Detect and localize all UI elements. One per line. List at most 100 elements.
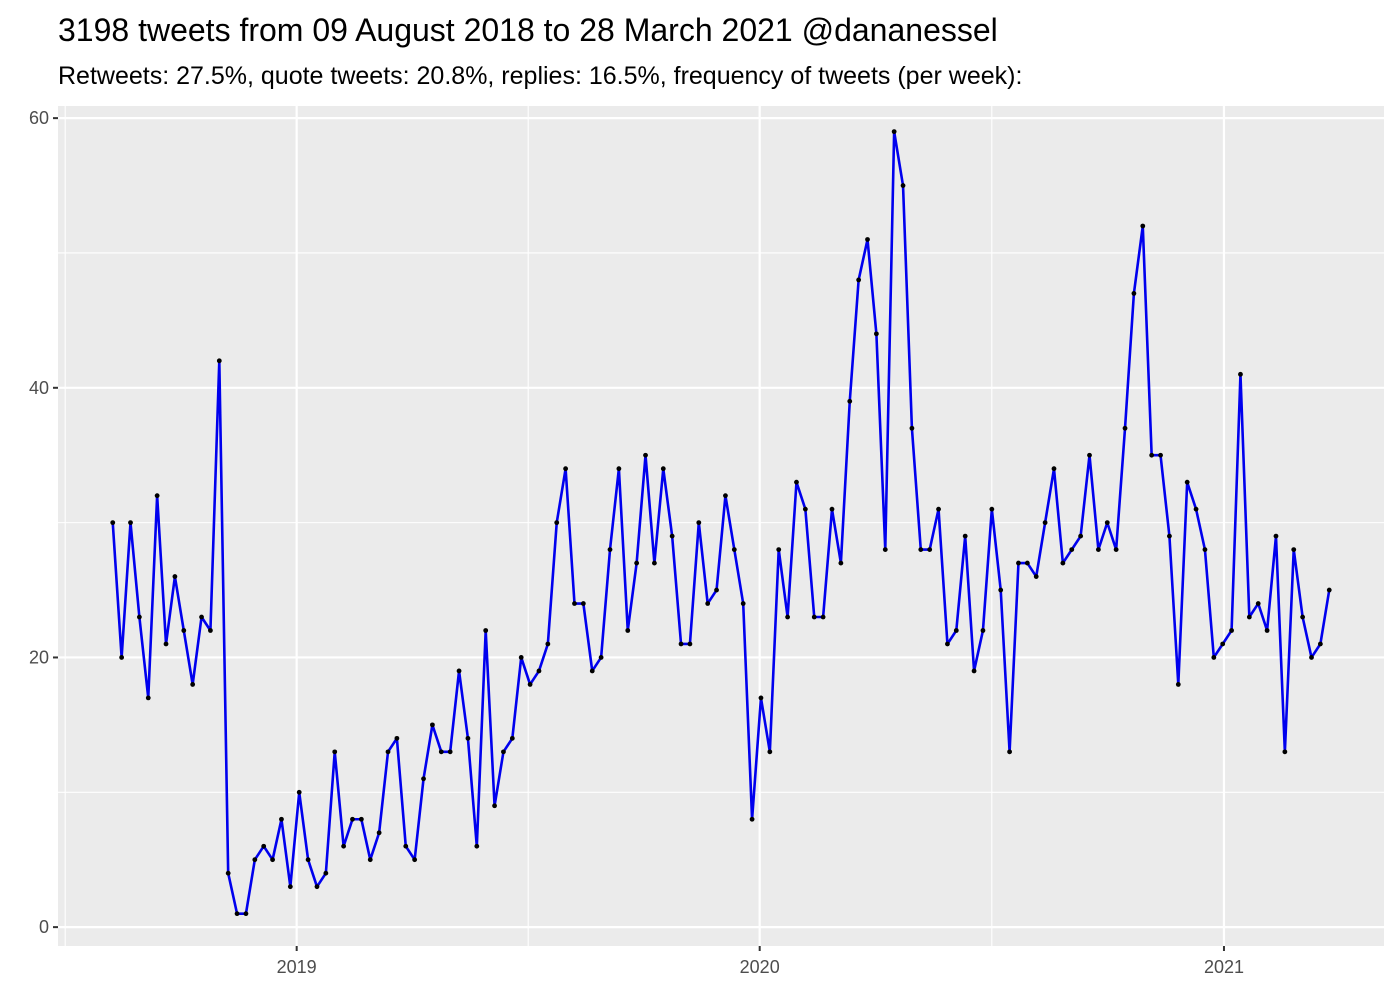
data-point: [110, 520, 116, 526]
y-axis: 0 20 40 60: [29, 108, 58, 937]
data-point: [811, 614, 817, 620]
y-tick-label: 0: [39, 917, 49, 937]
data-point: [1167, 533, 1172, 539]
data-point: [367, 857, 373, 863]
data-point: [305, 857, 311, 863]
data-point: [1024, 560, 1030, 566]
data-point: [483, 628, 489, 633]
data-point: [847, 398, 853, 404]
data-point: [527, 682, 533, 687]
data-point: [652, 560, 657, 566]
data-point: [563, 466, 569, 472]
data-point: [1184, 479, 1190, 485]
data-point: [465, 735, 471, 741]
data-point: [705, 601, 711, 606]
data-point: [749, 816, 755, 822]
data-point: [971, 668, 977, 674]
data-point: [128, 520, 133, 526]
data-point: [181, 628, 187, 633]
data-point: [394, 735, 400, 741]
data-point: [350, 816, 355, 822]
data-point: [1042, 520, 1048, 526]
data-point: [1113, 547, 1119, 552]
major-gridlines: [58, 106, 1384, 946]
data-point: [270, 857, 275, 863]
data-point: [962, 533, 968, 539]
data-point: [474, 843, 480, 849]
data-point: [243, 911, 249, 917]
data-point: [785, 614, 790, 620]
data-point: [820, 614, 826, 620]
data-point: [501, 749, 506, 755]
data-point: [927, 547, 933, 552]
x-tick-label: 2020: [740, 957, 780, 977]
data-point: [261, 843, 267, 849]
data-point: [492, 803, 497, 809]
data-point: [1078, 533, 1084, 539]
data-point: [385, 749, 391, 755]
data-point: [358, 816, 364, 822]
data-point: [456, 668, 462, 674]
x-axis: 2019 2020 2021: [277, 946, 1244, 977]
data-point: [1291, 547, 1297, 552]
data-point: [1238, 371, 1243, 377]
data-point: [1087, 452, 1092, 458]
data-point: [509, 735, 515, 741]
data-point: [1033, 574, 1039, 579]
data-point: [208, 628, 213, 633]
data-point: [900, 183, 906, 188]
data-point: [873, 331, 879, 337]
data-point: [936, 506, 941, 512]
data-point: [376, 830, 382, 836]
data-point: [1326, 587, 1332, 593]
data-point: [740, 601, 746, 606]
data-point: [403, 843, 409, 849]
data-point: [856, 277, 862, 283]
minor-gridlines: [58, 106, 1384, 946]
data-point: [1229, 628, 1234, 633]
data-point: [536, 668, 542, 674]
data-point: [172, 574, 178, 579]
data-point: [678, 641, 684, 647]
data-point: [607, 547, 613, 552]
data-point: [731, 547, 737, 552]
data-point: [1131, 291, 1137, 296]
data-point: [119, 655, 125, 660]
data-point: [421, 776, 426, 782]
data-point: [1300, 614, 1306, 620]
data-point: [154, 493, 160, 499]
data-point: [163, 641, 169, 647]
data-point: [430, 722, 435, 728]
data-point: [580, 601, 586, 606]
data-point: [838, 560, 844, 566]
data-point: [1193, 506, 1199, 512]
data-point: [545, 641, 551, 647]
series-points: [110, 129, 1332, 917]
data-point: [447, 749, 453, 755]
data-point: [1140, 223, 1146, 229]
data-point: [598, 655, 604, 660]
y-tick-label: 40: [29, 378, 49, 398]
data-point: [758, 695, 764, 701]
data-point: [1175, 682, 1181, 687]
data-point: [1069, 547, 1075, 552]
data-point: [1051, 466, 1057, 472]
data-point: [891, 129, 897, 135]
data-point: [279, 816, 284, 822]
data-point: [723, 493, 728, 499]
data-point: [145, 695, 151, 701]
data-point: [1202, 547, 1208, 552]
data-point: [412, 857, 418, 863]
data-point: [1273, 533, 1279, 539]
data-point: [634, 560, 640, 566]
data-point: [1016, 560, 1021, 566]
data-point: [1317, 641, 1323, 647]
data-point: [980, 628, 986, 633]
data-point: [1246, 614, 1252, 620]
data-point: [518, 655, 524, 660]
data-point: [1309, 655, 1314, 660]
data-point: [794, 479, 799, 485]
data-point: [199, 614, 204, 620]
data-point: [1149, 452, 1155, 458]
